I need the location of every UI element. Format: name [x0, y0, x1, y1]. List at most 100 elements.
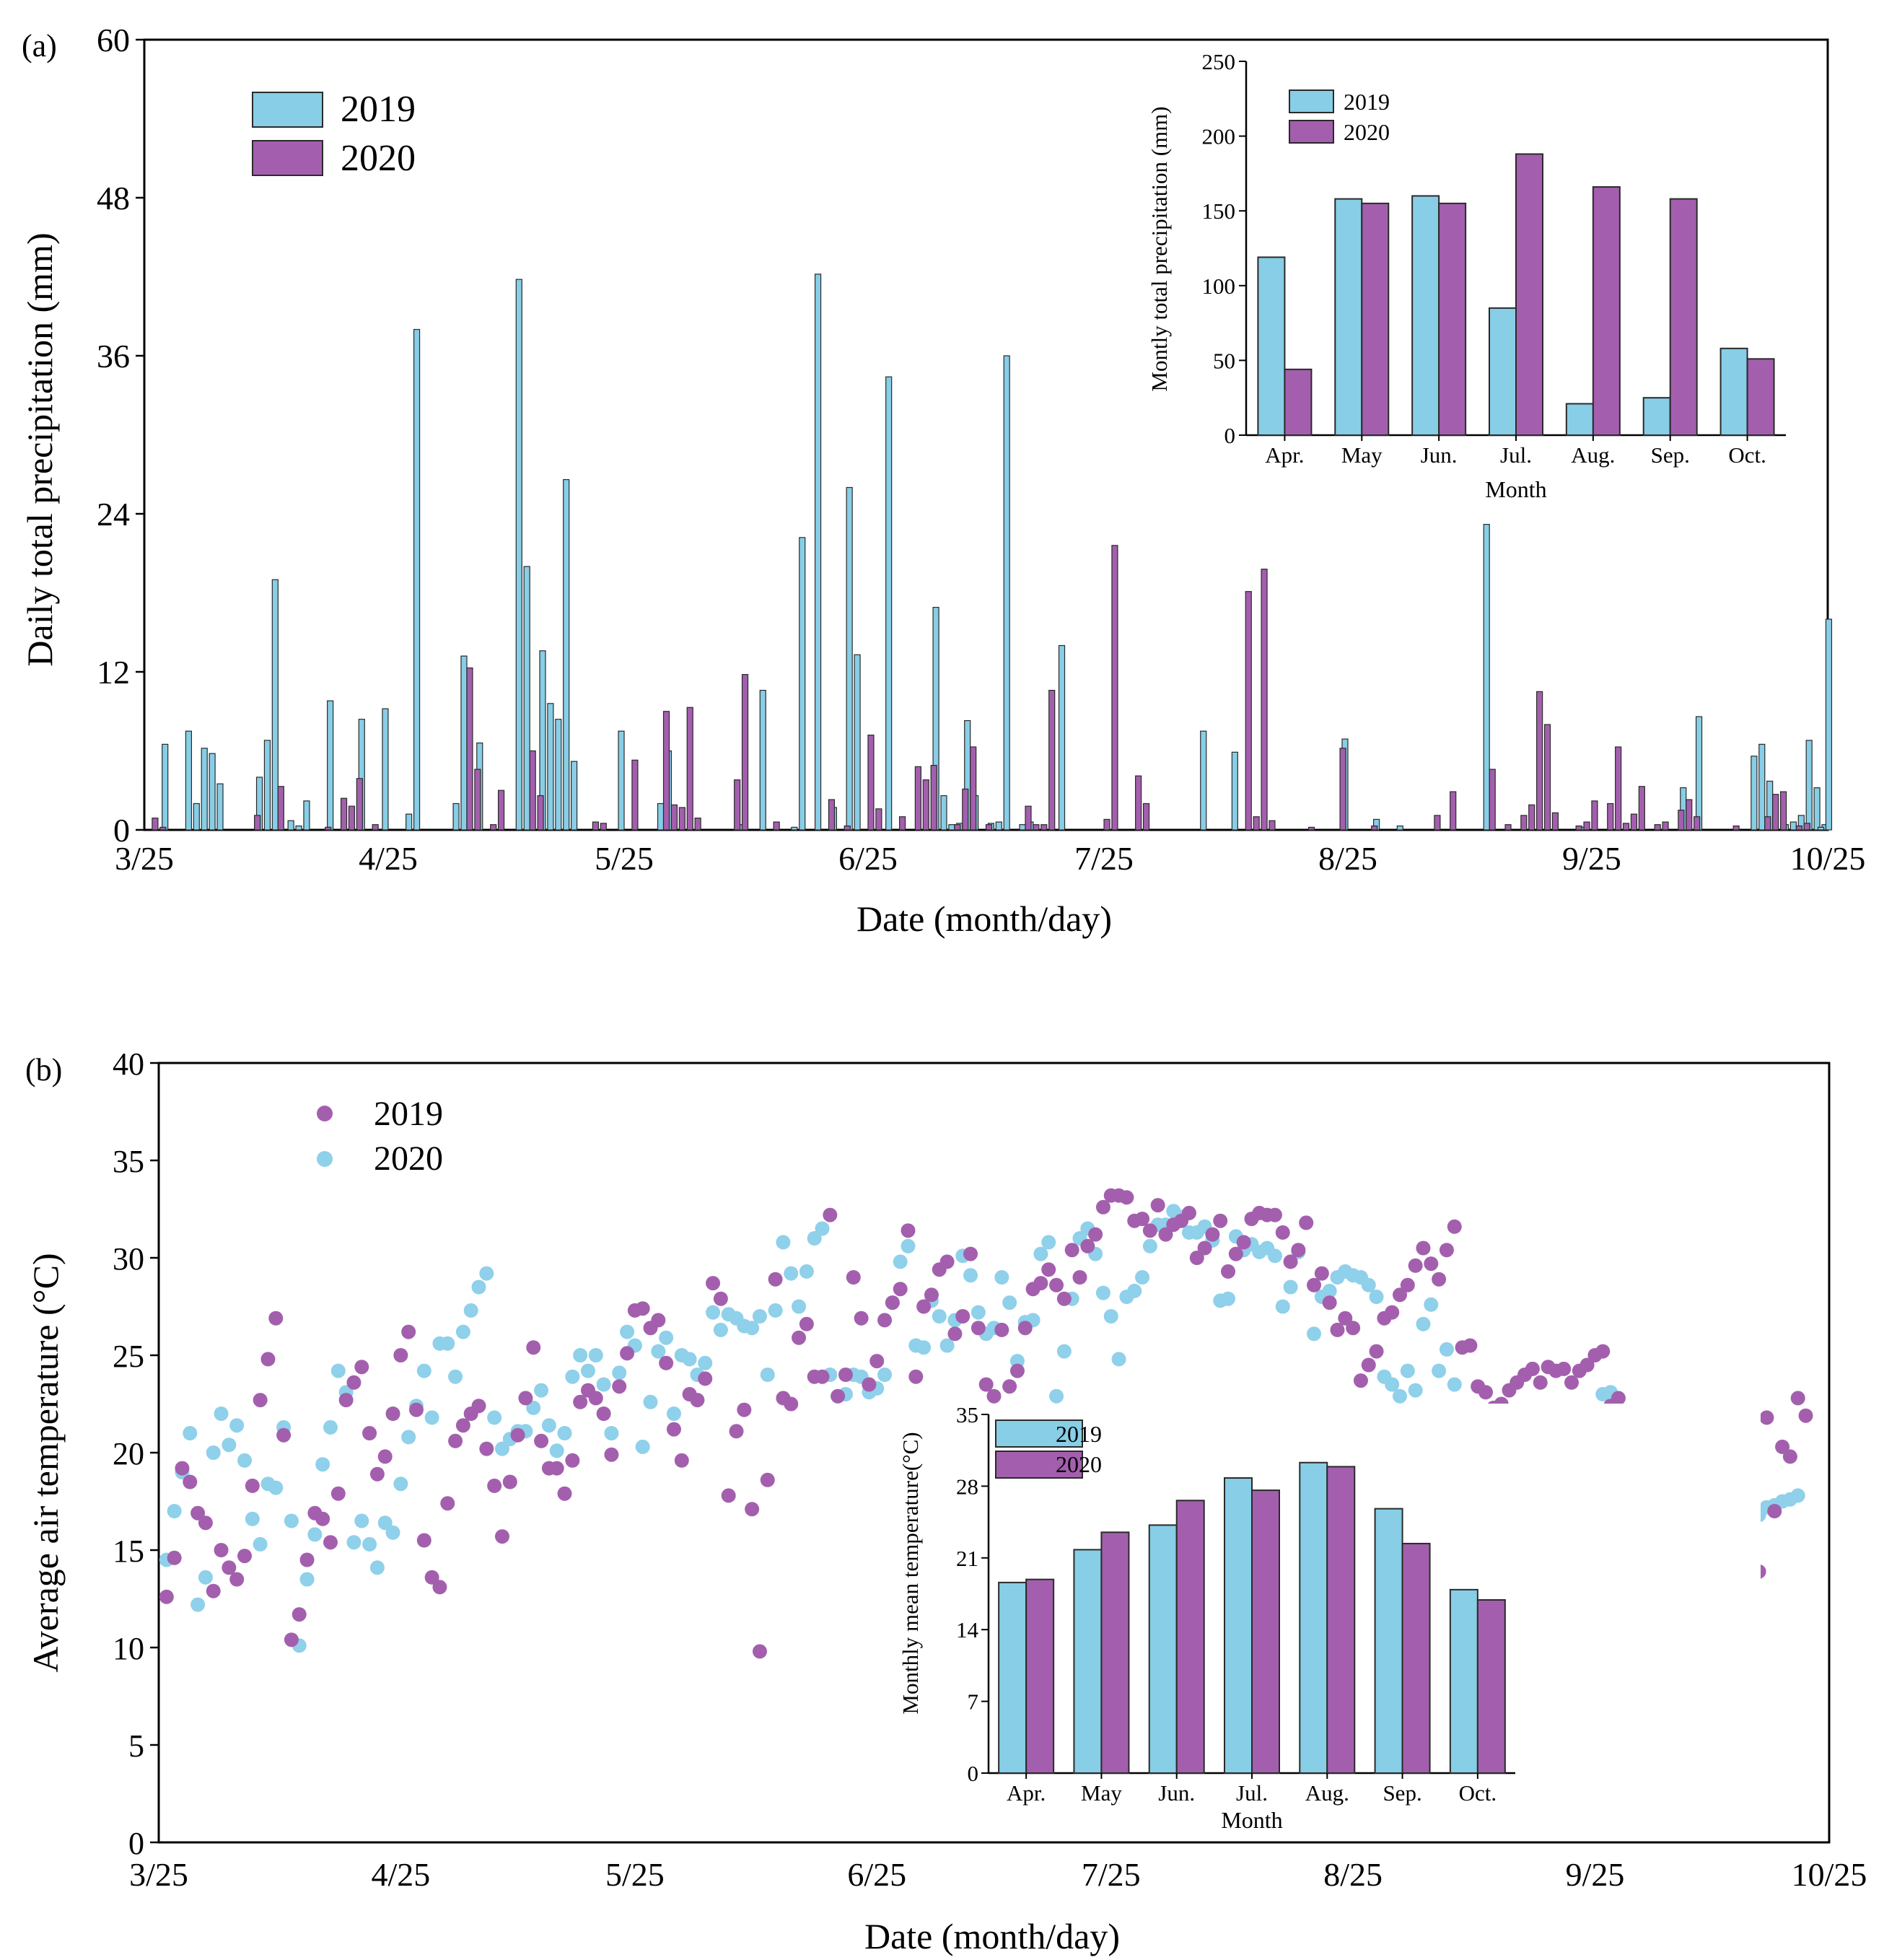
point-2020 — [1033, 1246, 1048, 1261]
inset-b-legend-swatch-2019 — [995, 1419, 1083, 1448]
point-2019 — [338, 1393, 354, 1408]
point-2020 — [463, 1303, 478, 1318]
point-2019 — [1095, 1199, 1110, 1215]
inset-a-legend-swatch-2019 — [1289, 89, 1334, 113]
bar-2020 — [325, 826, 332, 831]
point-2019 — [651, 1313, 666, 1328]
bar-2019 — [216, 783, 224, 831]
bar-2020 — [592, 821, 600, 831]
point-2020 — [792, 1299, 807, 1314]
point-2019 — [901, 1223, 916, 1238]
point-2020 — [362, 1536, 377, 1552]
inset-y-tick-label: 50 — [1213, 348, 1235, 373]
point-2019 — [276, 1427, 292, 1443]
bar-2020 — [1607, 802, 1614, 831]
point-2019 — [1564, 1375, 1580, 1390]
point-2020 — [1432, 1363, 1447, 1378]
bar-2020 — [1551, 812, 1559, 831]
x-tick-label: 4/25 — [359, 840, 418, 877]
point-2020 — [401, 1430, 416, 1445]
bar-2020 — [1803, 823, 1810, 831]
bar-2020 — [1528, 804, 1535, 831]
bar-2020 — [1245, 591, 1252, 831]
inset-b-legend-swatch-2020 — [995, 1451, 1083, 1479]
y-tick-label: 25 — [113, 1339, 144, 1374]
point-2020 — [424, 1410, 439, 1425]
point-2019 — [838, 1368, 853, 1382]
inset-y-tick-label: 150 — [1202, 198, 1236, 224]
point-2020 — [222, 1438, 237, 1453]
point-2020 — [455, 1324, 470, 1339]
panel-b-label: (b) — [25, 1052, 62, 1088]
bar-2019 — [948, 824, 955, 831]
point-2020 — [596, 1377, 611, 1392]
bar-2020 — [490, 824, 497, 831]
point-2020 — [752, 1309, 767, 1324]
point-2019 — [175, 1461, 190, 1476]
bar-2020 — [1630, 813, 1638, 831]
bar-2020 — [1048, 689, 1056, 831]
inset-a-y-label: Montly total precipitation (mm) — [1147, 106, 1172, 391]
inset-b-bars — [998, 1461, 1506, 1775]
point-2020 — [659, 1330, 674, 1345]
x-tick-label: 8/25 — [1318, 840, 1377, 877]
panel-b-x-ticks: 3/25 4/25 5/25 6/25 7/25 8/25 9/25 10/25 — [129, 1856, 1867, 1893]
bar-2020 — [1103, 818, 1110, 831]
bar-2020 — [1135, 775, 1142, 831]
bar-2020 — [1025, 805, 1032, 831]
x-tick-label: 7/25 — [1074, 840, 1134, 877]
point-2019 — [206, 1583, 221, 1598]
point-2019 — [159, 1589, 174, 1604]
bar-2020 — [1033, 824, 1040, 831]
point-2020 — [393, 1476, 408, 1492]
point-2020 — [768, 1303, 783, 1318]
point-2019 — [1150, 1198, 1165, 1213]
point-2019 — [588, 1391, 603, 1406]
inset-bar-2019 — [1299, 1461, 1328, 1774]
point-2019 — [1002, 1379, 1017, 1394]
point-2019 — [1213, 1213, 1228, 1228]
point-2019 — [1119, 1190, 1134, 1205]
bar-2020 — [1686, 799, 1693, 831]
x-tick-label: 4/25 — [371, 1856, 430, 1893]
point-2019 — [440, 1496, 455, 1511]
point-2019 — [1478, 1385, 1494, 1400]
bar-2020 — [529, 750, 536, 831]
point-2019 — [385, 1406, 400, 1421]
point-2019 — [346, 1375, 362, 1390]
point-2019 — [362, 1426, 377, 1440]
bar-2019 — [563, 478, 570, 831]
point-2019 — [1072, 1270, 1087, 1285]
point-2020 — [893, 1254, 908, 1269]
point-2020 — [198, 1570, 213, 1585]
bar-2019 — [657, 802, 665, 831]
point-2020 — [377, 1515, 393, 1531]
point-2019 — [1275, 1225, 1290, 1240]
point-2019 — [237, 1549, 252, 1564]
inset-bar-2020 — [1592, 186, 1621, 436]
point-2020 — [612, 1365, 627, 1381]
bar-2020 — [1111, 545, 1118, 831]
bar-2020 — [1520, 815, 1528, 831]
point-2019 — [1463, 1338, 1478, 1353]
bar-2020 — [1543, 724, 1551, 831]
point-2020 — [416, 1363, 431, 1378]
inset-bar-2020 — [1251, 1489, 1280, 1775]
inset-bar-2019 — [1449, 1588, 1478, 1775]
point-2019 — [869, 1354, 885, 1369]
point-2019 — [377, 1449, 393, 1464]
bar-2019 — [1058, 644, 1066, 831]
bar-2019 — [515, 279, 522, 831]
x-tick-label: 10/25 — [1792, 1856, 1867, 1893]
inset-a-legend-swatch-2020 — [1289, 120, 1334, 144]
point-2020 — [549, 1443, 564, 1458]
point-2019 — [448, 1433, 463, 1448]
point-2019 — [1314, 1266, 1329, 1281]
point-2019 — [565, 1453, 580, 1468]
bar-2019 — [791, 826, 798, 831]
bar-2019 — [1200, 730, 1207, 831]
inset-a-y-ticks: 0 50 100 150 200 250 — [1202, 49, 1246, 448]
point-2020 — [229, 1418, 245, 1433]
x-tick-label: 6/25 — [838, 840, 898, 877]
bar-2019 — [1813, 787, 1821, 831]
